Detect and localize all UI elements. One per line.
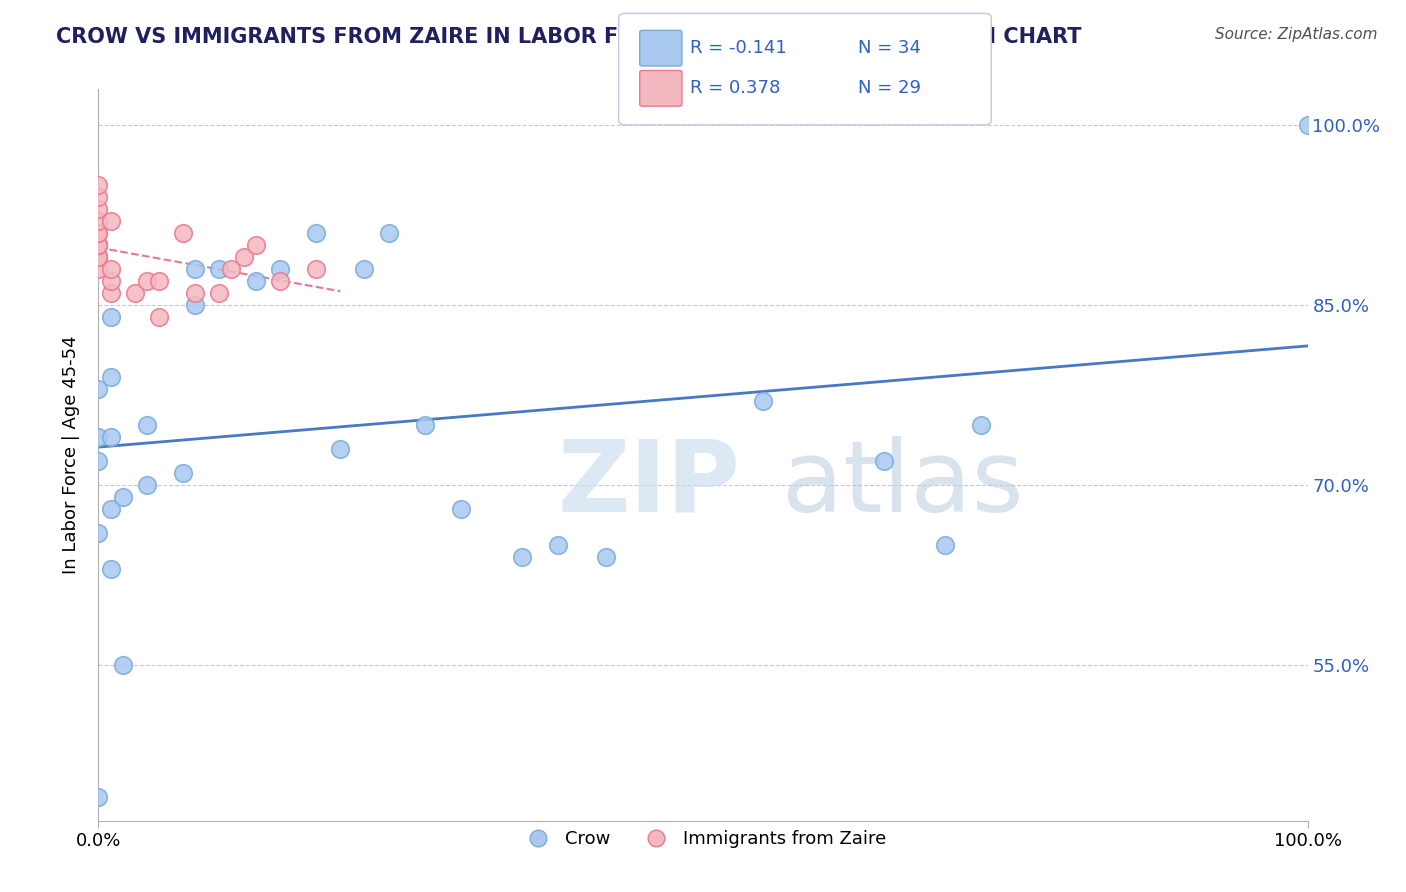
Point — [87, 238, 110, 252]
Point — [100, 370, 122, 384]
Point — [100, 430, 122, 444]
Point — [547, 538, 569, 552]
Text: ZIP: ZIP — [558, 435, 741, 533]
Text: R = -0.141: R = -0.141 — [690, 39, 787, 57]
Point — [172, 466, 194, 480]
Point — [269, 274, 291, 288]
Point — [1296, 118, 1319, 132]
Point — [377, 226, 399, 240]
Point — [413, 417, 436, 432]
Point — [100, 214, 122, 228]
Y-axis label: In Labor Force | Age 45-54: In Labor Force | Age 45-54 — [62, 335, 80, 574]
Point — [172, 226, 194, 240]
Point — [111, 657, 134, 672]
Point — [87, 226, 110, 240]
Point — [934, 538, 956, 552]
Point — [100, 310, 122, 324]
Point — [87, 214, 110, 228]
Point — [111, 490, 134, 504]
Point — [353, 262, 375, 277]
Point — [87, 202, 110, 216]
Point — [87, 262, 110, 277]
Point — [87, 454, 110, 468]
Point — [87, 525, 110, 540]
Point — [87, 789, 110, 804]
Point — [184, 298, 207, 312]
Text: Source: ZipAtlas.com: Source: ZipAtlas.com — [1215, 27, 1378, 42]
Point — [87, 178, 110, 193]
Point — [329, 442, 352, 456]
Point — [970, 417, 993, 432]
Point — [87, 250, 110, 264]
Point — [87, 430, 110, 444]
Point — [148, 310, 170, 324]
Point — [752, 394, 775, 409]
Point — [245, 238, 267, 252]
Point — [510, 549, 533, 564]
Point — [87, 382, 110, 396]
Point — [450, 501, 472, 516]
Text: CROW VS IMMIGRANTS FROM ZAIRE IN LABOR FORCE | AGE 45-54 CORRELATION CHART: CROW VS IMMIGRANTS FROM ZAIRE IN LABOR F… — [56, 27, 1081, 48]
Point — [595, 549, 617, 564]
Point — [87, 226, 110, 240]
Text: R = 0.378: R = 0.378 — [690, 79, 780, 97]
Point — [208, 286, 231, 301]
Point — [87, 190, 110, 204]
Point — [232, 250, 254, 264]
Point — [221, 262, 243, 277]
Text: N = 34: N = 34 — [858, 39, 921, 57]
Point — [245, 274, 267, 288]
Point — [135, 417, 157, 432]
Point — [184, 262, 207, 277]
Point — [100, 562, 122, 576]
Point — [208, 262, 231, 277]
Point — [148, 274, 170, 288]
Legend: Crow, Immigrants from Zaire: Crow, Immigrants from Zaire — [513, 823, 893, 855]
Text: N = 29: N = 29 — [858, 79, 921, 97]
Point — [100, 286, 122, 301]
Point — [135, 274, 157, 288]
Point — [100, 274, 122, 288]
Point — [305, 262, 328, 277]
Point — [184, 286, 207, 301]
Point — [124, 286, 146, 301]
Point — [87, 250, 110, 264]
Point — [269, 262, 291, 277]
Point — [305, 226, 328, 240]
Point — [873, 454, 896, 468]
Point — [87, 238, 110, 252]
Point — [87, 250, 110, 264]
Point — [135, 478, 157, 492]
Point — [100, 262, 122, 277]
Text: atlas: atlas — [782, 435, 1024, 533]
Point — [100, 501, 122, 516]
Point — [87, 238, 110, 252]
